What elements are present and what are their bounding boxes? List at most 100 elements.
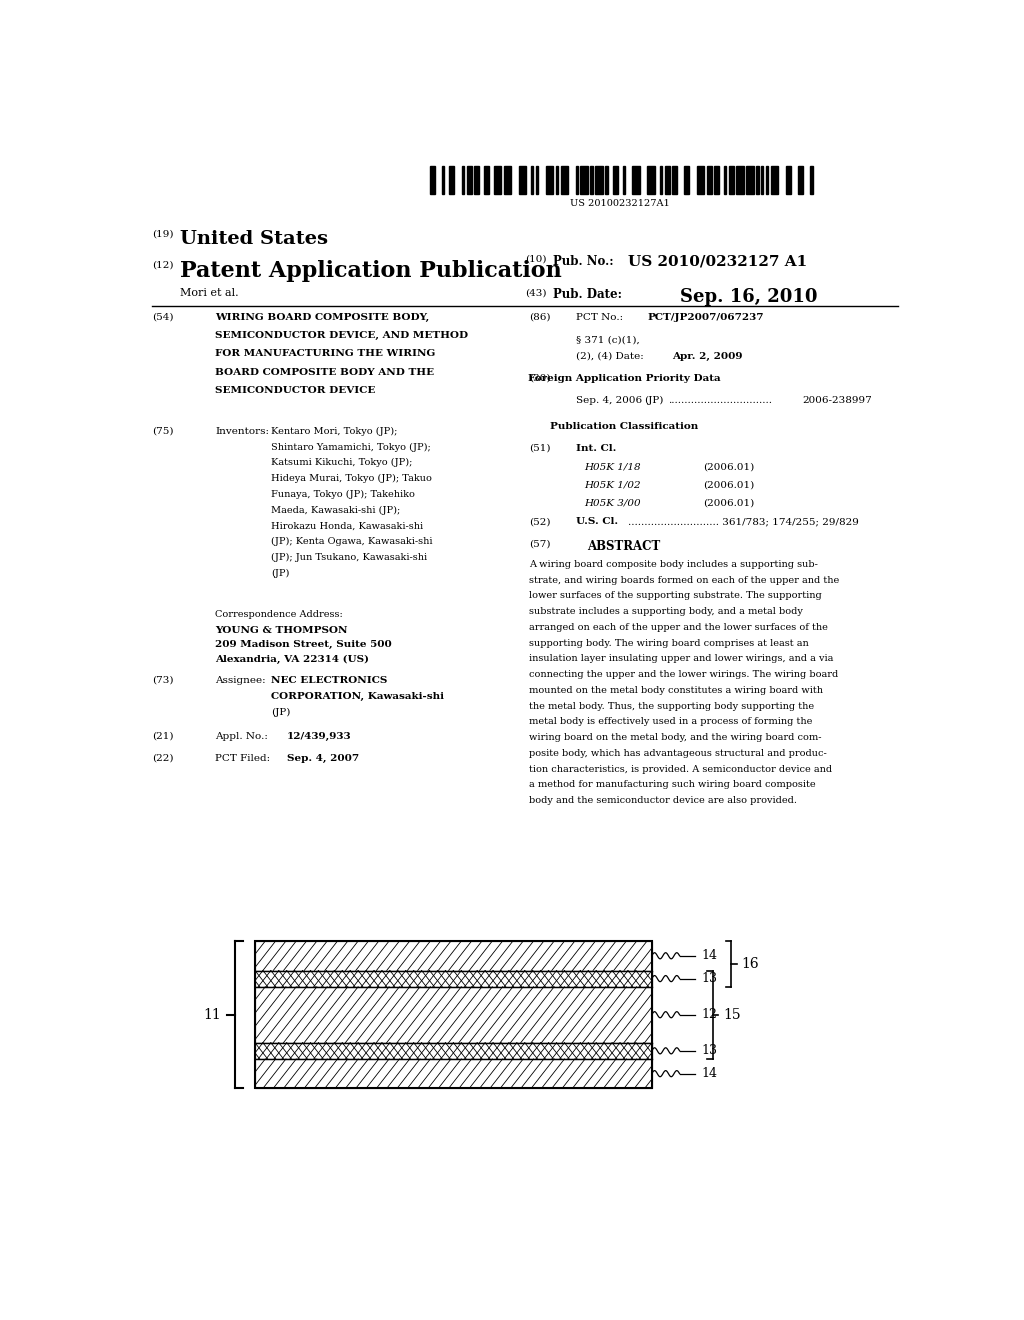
Text: metal body is effectively used in a process of forming the: metal body is effectively used in a proc… (528, 718, 812, 726)
Text: ............................ 361/783; 174/255; 29/829: ............................ 361/783; 17… (628, 517, 859, 527)
Text: Assignee:: Assignee: (215, 676, 266, 685)
Bar (665, 165, 670, 194)
Bar (556, 165, 558, 194)
Text: (57): (57) (528, 540, 550, 549)
Text: Correspondence Address:: Correspondence Address: (215, 610, 343, 619)
Text: (52): (52) (528, 517, 550, 527)
Bar (467, 165, 472, 194)
Bar (756, 165, 759, 194)
Text: § 371 (c)(1),: § 371 (c)(1), (577, 335, 640, 345)
Text: 12/439,933: 12/439,933 (287, 731, 351, 741)
Bar (605, 165, 607, 194)
Text: (JP): (JP) (644, 396, 664, 405)
Bar (504, 165, 511, 194)
Text: wiring board on the metal body, and the wiring board com-: wiring board on the metal body, and the … (528, 733, 821, 742)
Text: supporting body. The wiring board comprises at least an: supporting body. The wiring board compri… (528, 639, 809, 648)
Bar (798, 165, 803, 194)
Text: United States: United States (179, 230, 328, 248)
Text: (86): (86) (528, 313, 550, 322)
Bar (633, 165, 640, 194)
Bar (581, 165, 588, 194)
Bar (672, 165, 677, 194)
Text: FOR MANUFACTURING THE WIRING: FOR MANUFACTURING THE WIRING (215, 350, 435, 359)
Text: Maeda, Kawasaki-shi (JP);: Maeda, Kawasaki-shi (JP); (270, 506, 400, 515)
Text: ABSTRACT: ABSTRACT (588, 540, 660, 553)
Text: Int. Cl.: Int. Cl. (577, 444, 616, 453)
Text: SEMICONDUCTOR DEVICE: SEMICONDUCTOR DEVICE (215, 385, 376, 395)
Text: PCT No.:: PCT No.: (577, 313, 624, 322)
Text: Kentaro Mori, Tokyo (JP);: Kentaro Mori, Tokyo (JP); (270, 426, 397, 436)
Text: (12): (12) (152, 260, 173, 269)
Text: (2006.01): (2006.01) (703, 462, 755, 471)
Text: Appl. No.:: Appl. No.: (215, 731, 268, 741)
Text: 13: 13 (701, 972, 718, 985)
Bar (771, 165, 778, 194)
Text: 209 Madison Street, Suite 500: 209 Madison Street, Suite 500 (215, 640, 392, 649)
Text: substrate includes a supporting body, and a metal body: substrate includes a supporting body, an… (528, 607, 803, 616)
Text: Inventors:: Inventors: (215, 426, 269, 436)
Bar (684, 165, 689, 194)
Text: the metal body. Thus, the supporting body supporting the: the metal body. Thus, the supporting bod… (528, 702, 814, 710)
Bar (255, 970, 652, 987)
Text: (JP); Kenta Ogawa, Kawasaki-shi: (JP); Kenta Ogawa, Kawasaki-shi (270, 537, 432, 546)
Text: (2), (4) Date:: (2), (4) Date: (577, 351, 644, 360)
Text: PCT/JP2007/067237: PCT/JP2007/067237 (648, 313, 764, 322)
Text: tion characteristics, is provided. A semiconductor device and: tion characteristics, is provided. A sem… (528, 764, 831, 774)
Bar (484, 165, 488, 194)
Bar (536, 165, 539, 194)
Bar (623, 165, 625, 194)
Bar (474, 165, 479, 194)
Bar (714, 165, 719, 194)
Text: BOARD COMPOSITE BODY AND THE: BOARD COMPOSITE BODY AND THE (215, 368, 434, 376)
Text: (JP): (JP) (270, 709, 290, 717)
Bar (442, 165, 444, 194)
Text: (21): (21) (152, 731, 173, 741)
Bar (785, 165, 791, 194)
Bar (531, 165, 534, 194)
Text: Shintaro Yamamichi, Tokyo (JP);: Shintaro Yamamichi, Tokyo (JP); (270, 442, 431, 451)
Text: 11: 11 (203, 1007, 221, 1022)
Text: CORPORATION, Kawasaki-shi: CORPORATION, Kawasaki-shi (270, 692, 443, 701)
Bar (255, 941, 652, 1089)
Text: strate, and wiring boards formed on each of the upper and the: strate, and wiring boards formed on each… (528, 576, 839, 585)
Text: (30): (30) (528, 374, 550, 383)
Text: (19): (19) (152, 230, 173, 239)
Bar (255, 1059, 652, 1089)
Text: US 2010/0232127 A1: US 2010/0232127 A1 (628, 255, 807, 269)
Bar (659, 165, 663, 194)
Bar (591, 165, 593, 194)
Text: H05K 1/02: H05K 1/02 (585, 480, 641, 490)
Bar (696, 165, 705, 194)
Text: US 20100232127A1: US 20100232127A1 (570, 199, 670, 209)
Text: 13: 13 (701, 1044, 718, 1057)
Bar (729, 165, 734, 194)
Text: (22): (22) (152, 754, 173, 763)
Text: Foreign Application Priority Data: Foreign Application Priority Data (527, 374, 720, 383)
Bar (766, 165, 768, 194)
Text: Patent Application Publication: Patent Application Publication (179, 260, 561, 282)
Bar (707, 165, 712, 194)
Bar (647, 165, 654, 194)
Text: Apr. 2, 2009: Apr. 2, 2009 (672, 351, 742, 360)
Text: (43): (43) (524, 289, 546, 297)
Text: 2006-238997: 2006-238997 (803, 396, 872, 405)
Text: lower surfaces of the supporting substrate. The supporting: lower surfaces of the supporting substra… (528, 591, 821, 601)
Text: 15: 15 (723, 1007, 740, 1022)
Text: Pub. No.:: Pub. No.: (553, 255, 613, 268)
Bar (255, 987, 652, 1043)
Text: Hirokazu Honda, Kawasaki-shi: Hirokazu Honda, Kawasaki-shi (270, 521, 423, 531)
Text: Mori et al.: Mori et al. (179, 289, 239, 298)
Text: SEMICONDUCTOR DEVICE, AND METHOD: SEMICONDUCTOR DEVICE, AND METHOD (215, 331, 468, 341)
Text: A wiring board composite body includes a supporting sub-: A wiring board composite body includes a… (528, 560, 817, 569)
Text: (10): (10) (524, 255, 546, 264)
Text: Sep. 4, 2007: Sep. 4, 2007 (287, 754, 358, 763)
Bar (518, 165, 526, 194)
Bar (724, 165, 726, 194)
Text: Publication Classification: Publication Classification (550, 421, 698, 430)
Text: Hideya Murai, Tokyo (JP); Takuo: Hideya Murai, Tokyo (JP); Takuo (270, 474, 432, 483)
Text: connecting the upper and the lower wirings. The wiring board: connecting the upper and the lower wirin… (528, 671, 838, 680)
Text: (JP); Jun Tsukano, Kawasaki-shi: (JP); Jun Tsukano, Kawasaki-shi (270, 553, 427, 562)
Text: 12: 12 (701, 1008, 718, 1022)
Bar (736, 165, 743, 194)
Bar (595, 165, 603, 194)
